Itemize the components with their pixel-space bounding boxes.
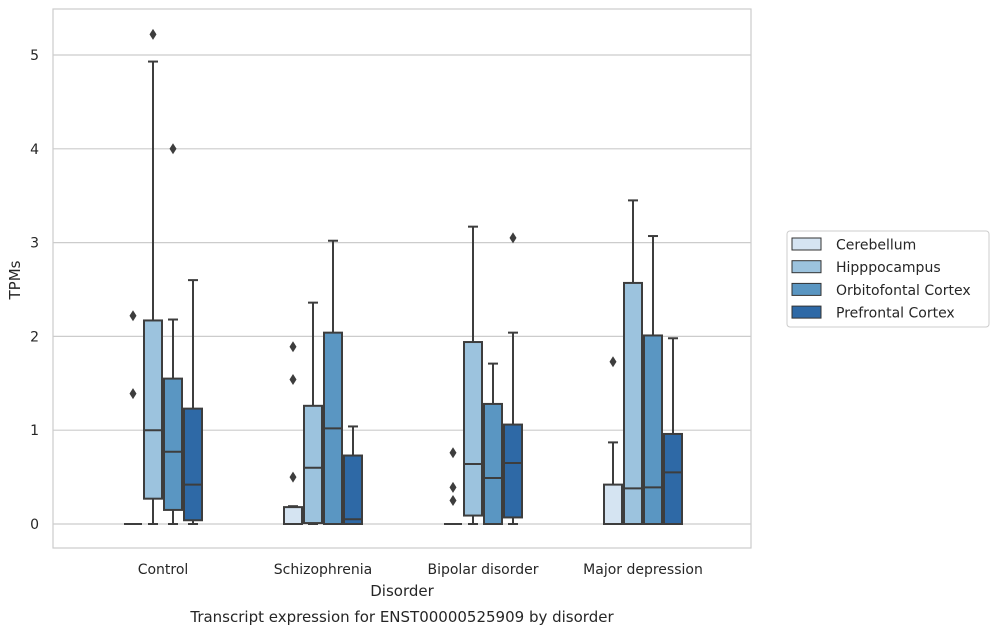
- box-iqr: [643, 334, 663, 525]
- x-axis-title: Disorder: [370, 582, 434, 600]
- box-hipppocampus: [623, 199, 643, 525]
- legend: Cerebellum Hipppocampus Orbitofontal Corte…: [786, 230, 990, 328]
- box-iqr: [163, 377, 183, 511]
- box-iqr: [283, 506, 303, 525]
- box-cerebellum: [603, 356, 623, 526]
- box-iqr: [343, 454, 363, 525]
- box-hipppocampus: [463, 225, 483, 525]
- box-prefrontal-cortex: [343, 425, 363, 525]
- box-iqr: [183, 407, 203, 522]
- y-axis-title: TPMs: [6, 260, 24, 300]
- box-cerebellum: [283, 341, 303, 525]
- y-tick-label: 1: [30, 423, 39, 439]
- outlier-point: [449, 495, 457, 507]
- y-axis-ticks: 0 1 2 3 4 5: [30, 48, 39, 533]
- box-iqr: [603, 483, 623, 526]
- outlier-point: [129, 310, 137, 322]
- x-tick-label: Bipolar disorder: [427, 562, 538, 578]
- boxes-layer: [124, 28, 683, 526]
- y-tick-label: 3: [30, 236, 39, 252]
- box-iqr: [463, 341, 483, 517]
- legend-entry-label: Cerebellum: [836, 238, 916, 254]
- plot-area-frame: [52, 8, 752, 549]
- box-iqr: [623, 281, 643, 525]
- legend-swatch: [791, 237, 822, 251]
- outlier-point: [609, 356, 617, 368]
- outlier-point: [289, 471, 297, 483]
- box-orbitofontal-cortex: [643, 235, 663, 525]
- box-prefrontal-cortex: [183, 279, 203, 525]
- box-iqr: [663, 432, 683, 525]
- box-cerebellum: [124, 310, 142, 525]
- box-prefrontal-cortex: [663, 337, 683, 525]
- box-hipppocampus: [303, 301, 323, 525]
- box-orbitofontal-cortex: [163, 143, 183, 525]
- outlier-point: [289, 374, 297, 386]
- box-iqr: [143, 319, 163, 500]
- outlier-point: [129, 388, 137, 400]
- outlier-point: [169, 143, 177, 155]
- y-tick-label: 5: [30, 48, 39, 64]
- x-tick-label: Schizophrenia: [274, 562, 372, 578]
- legend-entry-label: Orbitofontal Cortex: [836, 283, 971, 299]
- y-tick-label: 0: [30, 517, 39, 533]
- x-tick-label: Major depression: [583, 562, 703, 578]
- legend-frame: [786, 230, 990, 328]
- x-tick-label: Control: [138, 562, 189, 578]
- legend-entry-label: Prefrontal Cortex: [836, 306, 955, 322]
- outlier-point: [449, 481, 457, 493]
- legend-swatch: [791, 260, 822, 274]
- box-iqr: [503, 423, 523, 519]
- box-iqr: [483, 402, 503, 526]
- box-cerebellum: [444, 447, 462, 525]
- outlier-point: [509, 232, 517, 244]
- y-tick-label: 4: [30, 142, 39, 158]
- box-hipppocampus: [143, 28, 163, 525]
- outlier-point: [449, 447, 457, 459]
- box-iqr: [303, 404, 323, 525]
- x-axis-ticks: Control Schizophrenia Bipolar disorder Majo…: [138, 562, 703, 578]
- box-orbitofontal-cortex: [323, 239, 343, 526]
- legend-swatch: [791, 282, 822, 296]
- box-orbitofontal-cortex: [483, 362, 503, 526]
- y-tick-label: 2: [30, 329, 39, 345]
- legend-entry-label: Hipppocampus: [836, 260, 941, 276]
- legend-swatch: [791, 305, 822, 319]
- outlier-point: [149, 28, 157, 40]
- box-prefrontal-cortex: [503, 232, 523, 525]
- chart-caption: Transcript expression for ENST0000052590…: [189, 608, 614, 626]
- outlier-point: [289, 341, 297, 353]
